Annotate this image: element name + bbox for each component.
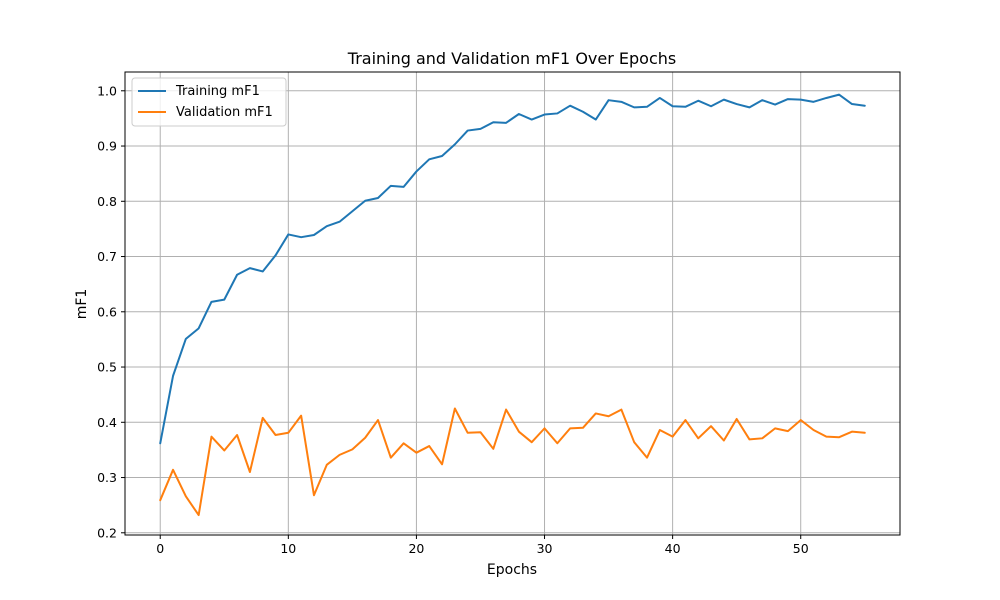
x-tick-label: 30 <box>537 541 553 556</box>
chart-title: Training and Validation mF1 Over Epochs <box>347 49 676 68</box>
y-ticks: 0.2 0.3 0.4 0.5 0.6 0.7 0.8 0.9 1.0 <box>97 83 125 540</box>
y-axis-label: mF1 <box>74 289 90 320</box>
x-tick-label: 50 <box>793 541 809 556</box>
y-tick-label: 0.2 <box>97 525 117 540</box>
plot-frame <box>124 71 901 536</box>
y-tick-label: 1.0 <box>97 83 117 98</box>
y-tick-label: 0.6 <box>97 304 117 319</box>
y-tick-label: 0.3 <box>97 470 117 485</box>
legend: Training mF1 Validation mF1 <box>131 77 287 127</box>
y-tick-label: 0.8 <box>97 194 117 209</box>
y-tick-label: 0.7 <box>97 249 117 264</box>
y-tick-label: 0.9 <box>97 139 117 154</box>
x-tick-label: 10 <box>280 541 296 556</box>
y-tick-label: 0.5 <box>97 360 117 375</box>
legend-label-validation: Validation mF1 <box>176 105 273 120</box>
x-axis-label: Epochs <box>487 562 537 578</box>
grid <box>125 72 900 535</box>
series-line-validation <box>159 407 866 517</box>
x-tick-label: 20 <box>408 541 424 556</box>
legend-label-training: Training mF1 <box>175 84 260 99</box>
x-ticks: 0 10 20 30 40 50 <box>156 535 809 556</box>
legend-frame <box>131 77 287 127</box>
series-line-training <box>159 93 866 445</box>
series-layer <box>159 93 866 517</box>
x-tick-label: 0 <box>156 541 164 556</box>
x-tick-label: 40 <box>665 541 681 556</box>
y-tick-label: 0.4 <box>97 415 117 430</box>
